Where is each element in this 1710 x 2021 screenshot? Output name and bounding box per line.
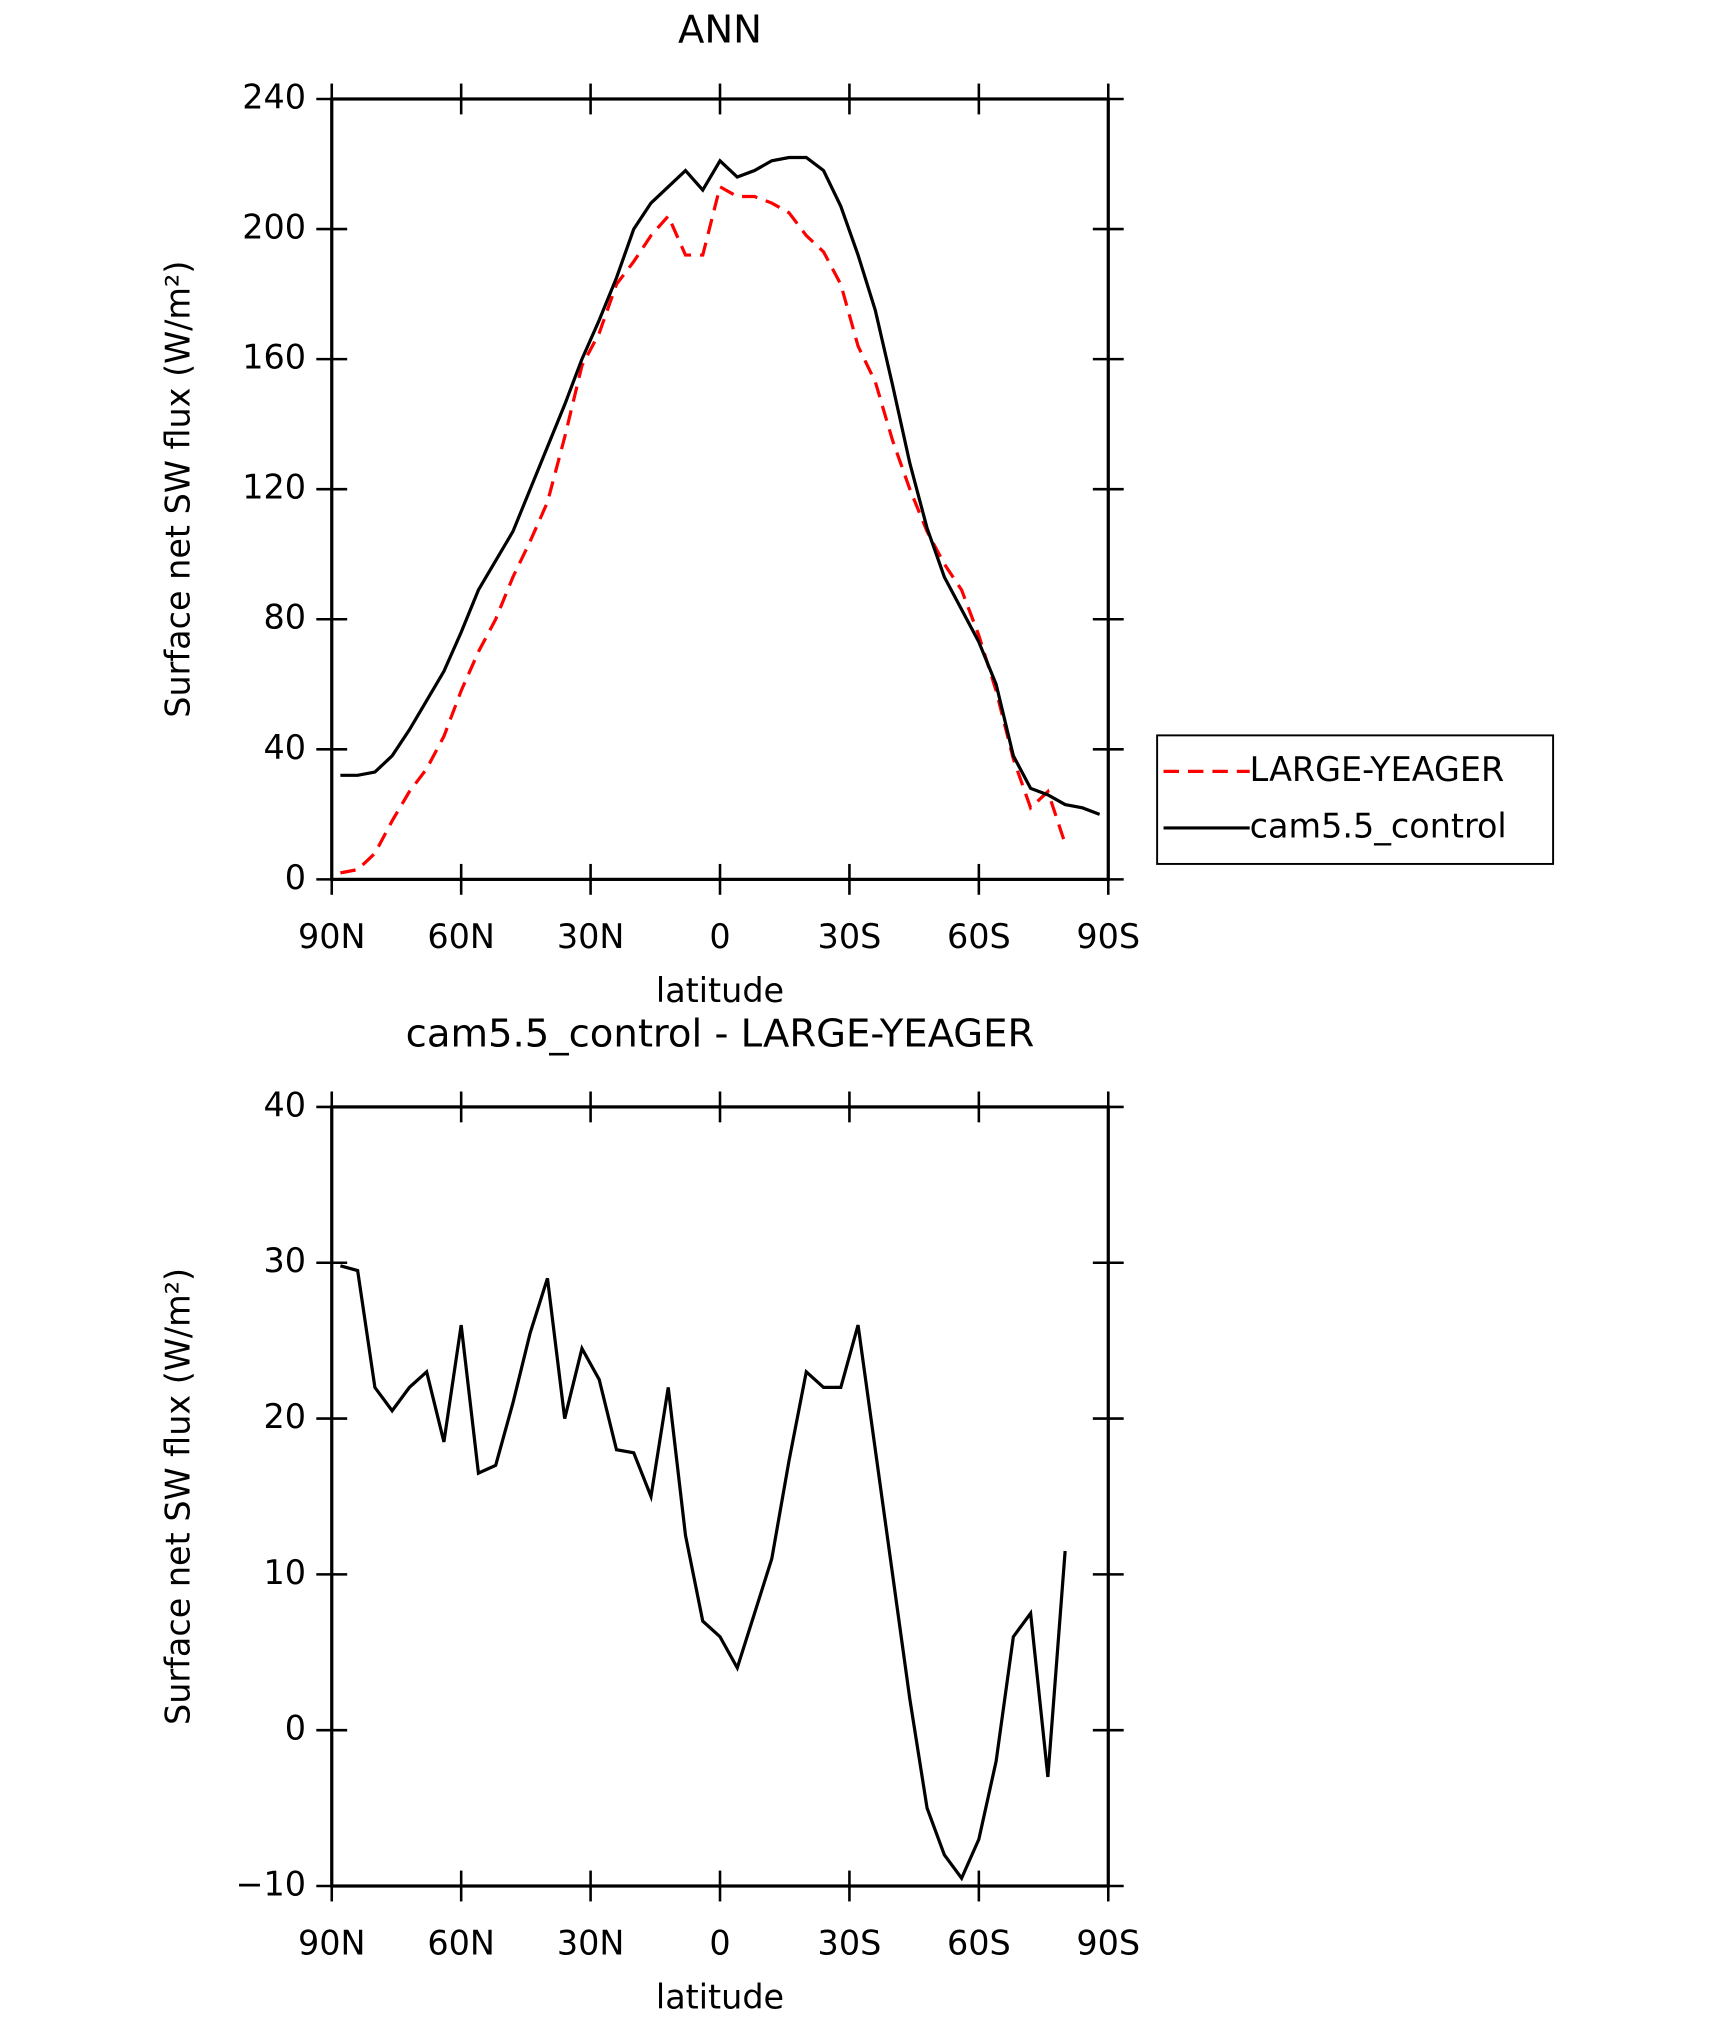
- x-tick-label: 90N: [298, 1924, 366, 1963]
- y-tick-label: 160: [242, 338, 306, 377]
- x-tick-label: 30N: [557, 917, 625, 956]
- x-tick-label: 60S: [947, 1924, 1011, 1963]
- y-tick-label: 10: [264, 1553, 307, 1592]
- y-tick-label: 0: [285, 858, 306, 897]
- data-line: [339, 1264, 1067, 1882]
- chart-title: cam5.5_control - LARGE-YEAGER: [406, 1012, 1035, 1057]
- y-tick-label: 240: [242, 77, 306, 116]
- y-tick-label: −10: [236, 1865, 307, 1904]
- y-tick-label: 40: [264, 728, 307, 767]
- legend-label: LARGE-YEAGER: [1250, 750, 1505, 789]
- y-tick-label: 200: [242, 208, 306, 247]
- x-tick-label: 90S: [1076, 1924, 1140, 1963]
- x-tick-label: 0: [709, 917, 730, 956]
- legend-label: cam5.5_control: [1250, 806, 1507, 845]
- plot-frame: [330, 97, 1110, 881]
- y-tick-label: 80: [264, 598, 307, 637]
- x-tick-label: 30S: [818, 1924, 882, 1963]
- y-tick-label: 40: [264, 1085, 307, 1124]
- y-axis-label: Surface net SW flux (W/m²): [159, 1268, 198, 1725]
- y-axis-label: Surface net SW flux (W/m²): [159, 261, 198, 718]
- y-tick-label: 120: [242, 468, 306, 507]
- legend-box: [1156, 734, 1555, 865]
- x-tick-label: 60S: [947, 917, 1011, 956]
- x-axis-label: latitude: [656, 971, 784, 1010]
- data-line: [340, 155, 1101, 816]
- x-tick-label: 60N: [427, 917, 495, 956]
- x-tick-label: 60N: [427, 1924, 495, 1963]
- y-tick-label: 20: [264, 1397, 307, 1436]
- x-tick-label: 0: [709, 1924, 730, 1963]
- x-tick-label: 30N: [557, 1924, 625, 1963]
- y-tick-label: 0: [285, 1709, 306, 1748]
- x-tick-label: 30S: [818, 917, 882, 956]
- chart-title: ANN: [678, 8, 762, 53]
- y-tick-label: 30: [264, 1241, 307, 1280]
- data-line: [340, 184, 1067, 875]
- x-axis-label: latitude: [656, 1978, 784, 2017]
- x-tick-label: 90S: [1076, 917, 1140, 956]
- x-tick-label: 90N: [298, 917, 366, 956]
- plot-frame: [330, 1105, 1110, 1888]
